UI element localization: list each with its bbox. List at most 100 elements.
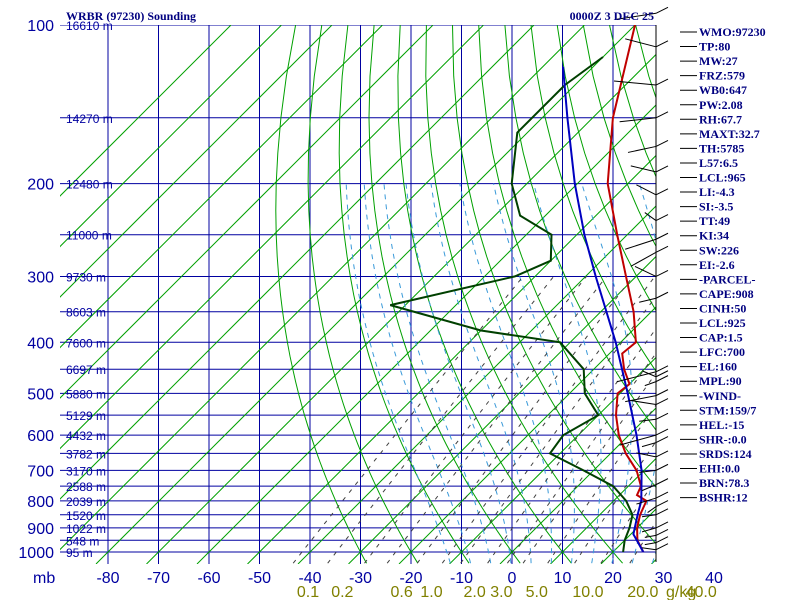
wind-barb-tick — [655, 491, 669, 499]
isotherm-line — [60, 25, 232, 197]
wind-barb — [647, 506, 657, 513]
wind-barb — [625, 395, 657, 403]
index-value: SRDS:124 — [699, 447, 752, 461]
wind-barb — [625, 38, 657, 48]
moist-adiabat — [383, 183, 492, 564]
index-value: MAXT:32.7 — [699, 127, 760, 141]
index-value: CAP:1.5 — [699, 331, 743, 345]
index-value: PW:2.08 — [699, 98, 743, 112]
wind-barb — [641, 370, 657, 378]
height-label: 3170 m — [66, 464, 106, 478]
mixing-ratio-line — [600, 477, 656, 564]
wind-barb — [639, 418, 657, 422]
temperature-tick-label: -10 — [450, 570, 473, 587]
moist-adiabat — [459, 183, 553, 564]
height-label: 16610 m — [66, 19, 113, 33]
height-label: 5880 m — [66, 387, 106, 401]
pressure-label: 600 — [27, 428, 54, 445]
height-label: 3782 m — [66, 447, 106, 461]
temperature-tick-label: -20 — [399, 570, 422, 587]
index-value: SW:226 — [699, 243, 739, 257]
temperature-tick-label: -60 — [197, 570, 220, 587]
wind-barb — [636, 184, 657, 196]
dry-adiabat — [478, 25, 656, 489]
wind-barb-tick — [655, 428, 669, 436]
wind-barb-tick — [655, 463, 669, 471]
wind-barb-tick — [655, 450, 669, 458]
wind-barb-tick — [655, 500, 669, 508]
mixing-ratio-label: 5.0 — [526, 584, 548, 600]
temperature-tick-label: -70 — [147, 570, 170, 587]
height-label: 6697 m — [66, 363, 106, 377]
index-value: EL:160 — [699, 360, 737, 374]
wind-barb-tick — [655, 214, 669, 221]
temperature-tick-label: -40 — [298, 570, 321, 587]
dry-adiabat — [793, 25, 800, 563]
height-label: 8603 m — [66, 306, 106, 320]
index-value: TT:49 — [699, 214, 730, 228]
wind-barb — [634, 265, 657, 277]
height-label: 4432 m — [66, 429, 106, 443]
mixing-ratio-line — [547, 404, 656, 564]
height-label: 11000 m — [66, 229, 112, 243]
dry-adiabat — [530, 25, 656, 373]
pressure-label: 500 — [27, 386, 54, 403]
dry-adiabat — [582, 25, 656, 248]
wind-barb — [641, 514, 657, 518]
wind-barb-tick — [655, 536, 669, 544]
isotherm-line — [60, 25, 484, 450]
pressure-label: 400 — [27, 335, 54, 352]
height-label: 12480 m — [66, 178, 113, 192]
mixing-ratio-line — [574, 440, 656, 564]
index-value: STM:159/7 — [699, 403, 756, 417]
wind-barb — [630, 400, 657, 406]
isotherm-line — [60, 25, 434, 399]
dewpoint-line — [390, 56, 634, 553]
mixing-ratio-line — [416, 276, 634, 564]
isotherm-line — [449, 356, 656, 564]
wind-barb-tick — [655, 291, 669, 299]
mixing-ratio-label: 10.0 — [572, 584, 603, 600]
wind-barb-tick — [655, 269, 669, 277]
mixing-ratio-line — [506, 352, 656, 564]
mixing-ratio-label: 2.0 — [464, 584, 486, 600]
wind-barb-tick — [655, 40, 669, 48]
wind-barb-tick — [655, 365, 669, 373]
wind-barb-tick — [655, 111, 669, 119]
wind-barb-tick — [655, 139, 669, 147]
wind-barb — [641, 484, 657, 492]
wind-barb — [616, 12, 657, 20]
index-value: -WIND- — [699, 389, 741, 403]
index-value: SI:-3.5 — [699, 200, 733, 214]
wind-barb-tick — [655, 188, 669, 196]
pressure-label: 200 — [27, 177, 54, 194]
pressure-label: 100 — [27, 18, 54, 35]
wind-barb-tick — [655, 6, 669, 14]
adiabat-layer — [60, 25, 800, 564]
height-label: 7600 m — [66, 336, 106, 350]
isotherm-line — [95, 25, 636, 564]
height-label: 9730 m — [66, 270, 106, 284]
isotherm-line — [398, 306, 656, 564]
temperature-tick-label: 30 — [655, 570, 673, 587]
wind-barb — [636, 452, 657, 458]
height-label: 95 m — [66, 546, 93, 560]
height-label: 2039 m — [66, 495, 106, 509]
index-value: TP:80 — [699, 40, 730, 54]
index-value: BSHR:12 — [699, 491, 748, 505]
mixing-ratio-label: 20.0 — [627, 584, 658, 600]
index-value: LCL:965 — [699, 171, 746, 185]
wind-barb — [639, 469, 657, 473]
temperature-tick-label: 0 — [508, 570, 517, 587]
dry-adiabat — [425, 25, 623, 564]
index-value: HEL:-15 — [699, 418, 744, 432]
temperature-tick-label: 40 — [705, 570, 723, 587]
isotherm-line — [146, 53, 656, 564]
index-value: FRZ:579 — [699, 69, 745, 83]
mixing-ratio-label: 0.1 — [297, 584, 319, 600]
index-value: EHI:0.0 — [699, 462, 740, 476]
height-label: 548 m — [66, 534, 99, 548]
mixing-ratio-label: 40.0 — [686, 584, 717, 600]
wind-barb-tick — [655, 245, 669, 253]
